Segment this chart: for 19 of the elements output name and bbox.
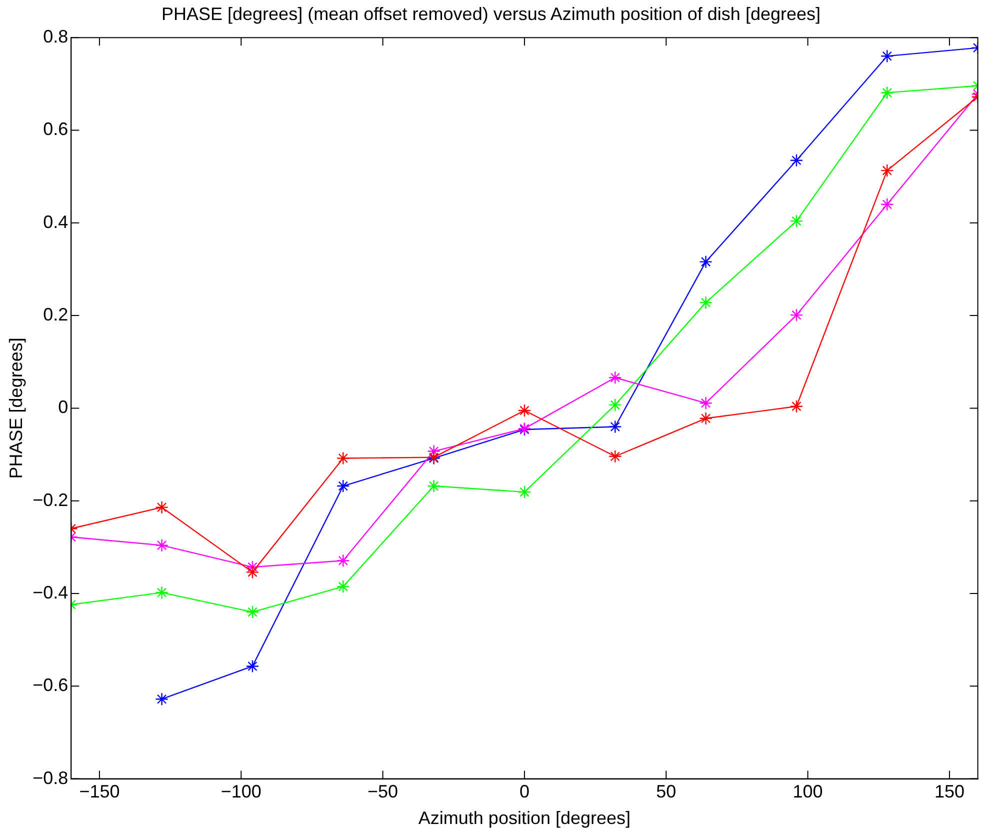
x-tick-label: −50 <box>368 782 398 802</box>
x-axis-title: Azimuth position [degrees] <box>418 808 631 828</box>
y-tick-label: 0.2 <box>43 304 68 325</box>
y-tick-label: −0.4 <box>32 582 68 602</box>
y-tick-label: 0.4 <box>43 212 68 232</box>
y-axis-title: PHASE [degrees] <box>6 338 26 479</box>
y-tick-label: −0.2 <box>32 490 68 510</box>
x-tick-label: 150 <box>934 782 964 802</box>
x-tick-label: 0 <box>519 782 530 802</box>
x-tick-label: 100 <box>792 782 823 802</box>
x-tick-label: −150 <box>79 782 120 802</box>
y-tick-label: 0 <box>58 397 68 418</box>
x-tick-label: 50 <box>656 782 676 802</box>
x-tick-label: −100 <box>220 782 262 802</box>
y-tick-label: −0.8 <box>32 768 68 788</box>
y-tick-label: 0.8 <box>43 26 68 47</box>
chart-title: PHASE [degrees] (mean offset removed) versus Azimuth position of dish [degrees] <box>162 4 820 24</box>
y-tick-label: 0.6 <box>43 119 68 140</box>
y-tick-label: −0.6 <box>32 675 68 696</box>
